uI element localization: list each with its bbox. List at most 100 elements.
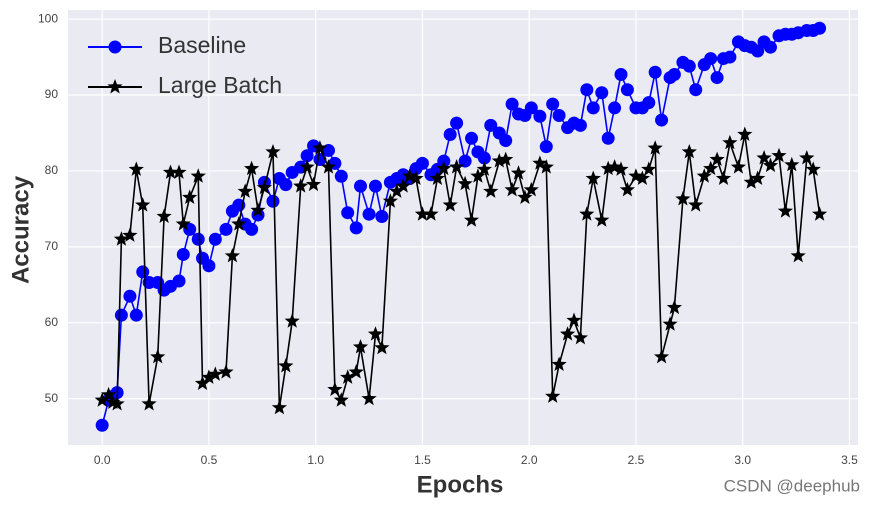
y-tick-label: 60 [45,315,59,329]
circle-marker [450,116,464,130]
x-axis-label: Epochs [417,471,504,498]
circle-marker [176,247,190,261]
star-marker [566,312,582,327]
star-marker [162,164,179,179]
circle-marker [710,71,724,85]
circle-marker [573,118,587,132]
star-marker [201,369,217,384]
star-marker [510,165,527,180]
circle-marker [642,96,656,110]
circle-marker [620,83,634,97]
star-marker [101,386,117,402]
star-marker [483,183,499,198]
star-marker [600,160,616,176]
star-marker [423,206,439,221]
star-marker [128,161,144,176]
star-marker [382,193,398,208]
circle-marker [763,40,777,54]
star-marker [94,392,110,407]
circle-marker [114,308,128,322]
star-marker [194,375,211,390]
star-marker [681,144,697,159]
circle-marker [123,289,137,303]
star-marker [265,144,281,159]
circle-marker [415,156,429,170]
series [94,126,828,415]
y-tick-label: 70 [45,239,59,253]
star-marker [688,197,704,212]
star-marker [613,161,629,176]
circle-marker [129,308,143,322]
star-marker [109,396,125,411]
circle-marker [349,221,363,235]
star-marker [790,248,806,263]
star-marker [348,364,364,379]
star-marker [141,396,157,411]
star-marker [244,160,260,176]
star-marker [662,316,678,331]
star-marker [305,176,322,192]
star-marker [634,170,650,185]
star-marker [491,153,507,168]
star-marker [190,168,206,183]
star-marker [320,159,337,174]
star-marker [585,170,601,185]
star-marker [560,326,576,341]
circle-marker [505,97,519,111]
circle-marker [245,222,259,236]
circle-marker [443,128,457,142]
star-marker [293,178,309,193]
star-marker [436,160,452,176]
star-marker [333,392,349,407]
star-marker [805,161,821,176]
star-marker [361,390,377,406]
star-marker [607,159,623,174]
star-marker [572,330,588,345]
circle-marker [648,65,662,79]
star-marker [327,381,343,397]
star-marker [256,179,272,195]
circle-marker [601,131,615,145]
circle-marker [172,274,186,288]
star-marker [545,388,561,403]
star-marker [476,161,492,176]
legend-label: Large Batch [158,72,282,98]
circle-marker [524,101,538,115]
star-marker [218,364,234,379]
star-marker [737,126,753,141]
star-marker [122,227,138,242]
circle-marker [208,232,222,246]
star-marker [107,79,123,94]
star-marker [449,159,465,174]
star-marker [538,159,554,174]
star-marker [654,348,670,364]
circle-marker [279,178,293,192]
star-marker [278,358,294,373]
star-marker [594,212,610,227]
circle-marker [533,109,547,123]
circle-marker [682,59,696,73]
circle-marker [202,259,216,273]
circle-marker [95,418,109,432]
star-marker [812,206,828,221]
circle-marker [608,101,622,115]
star-marker [722,134,738,150]
star-marker [619,181,635,197]
star-marker [457,175,473,191]
star-marker [666,299,682,315]
circle-marker [465,131,479,145]
star-marker [647,140,663,155]
circle-marker [751,44,765,58]
circle-marker [354,179,368,193]
x-tick-label: 2.5 [628,453,645,467]
circle-marker [108,40,122,54]
circle-marker [614,68,628,82]
x-tick-label: 0.5 [201,453,218,467]
star-marker [429,170,445,185]
circle-marker [539,140,553,154]
star-marker [408,170,424,185]
star-marker [730,159,746,174]
star-marker [231,216,247,231]
star-marker [703,160,719,176]
star-marker [367,326,384,341]
